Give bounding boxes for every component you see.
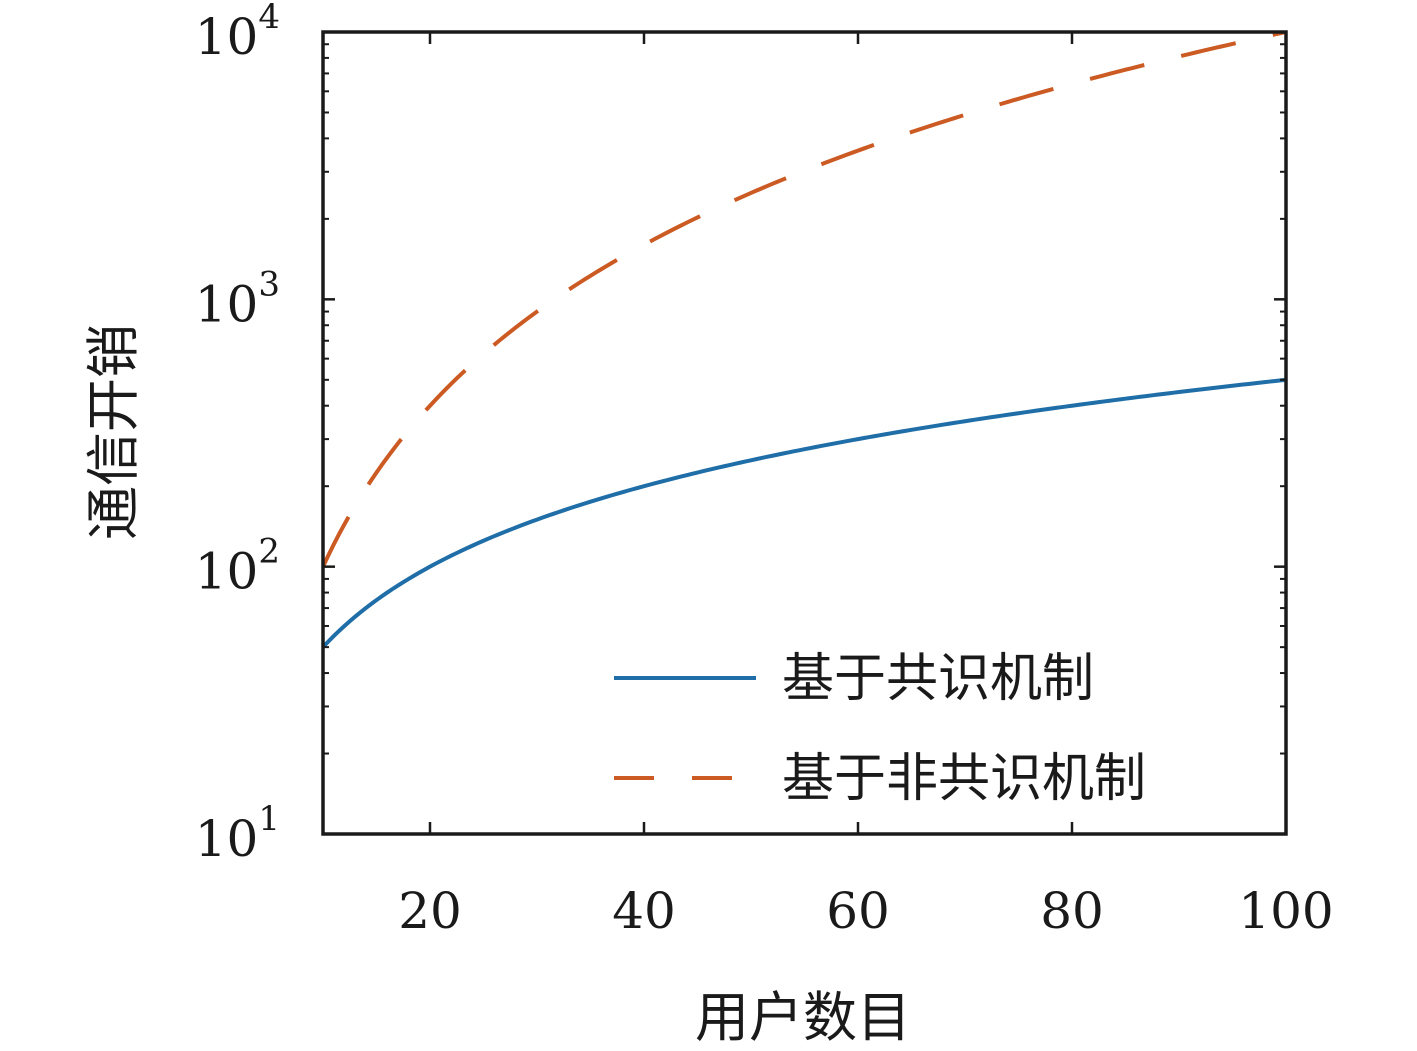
series-line-2 [323, 32, 1286, 568]
legend-label-1: 基于共识机制 [782, 649, 1094, 709]
x-tick-label: 60 [826, 882, 890, 940]
x-tick-label: 40 [612, 882, 676, 940]
x-tick-label: 80 [1040, 882, 1104, 940]
legend-label-2: 基于非共识机制 [782, 749, 1146, 809]
plot-frame [321, 30, 1288, 836]
series-line-1 [323, 377, 1286, 649]
series-layer [323, 32, 1286, 649]
x-tick-label: 100 [1238, 882, 1333, 940]
y-tick-label: 102 [195, 532, 280, 601]
y-tick-label: 103 [195, 264, 280, 333]
y-axis-title: 通信开销 [82, 324, 145, 540]
x-axis-title: 用户数目 [695, 986, 911, 1049]
tick-label-layer: 20 40 60 80 100 101 102 103 104 [195, 0, 1334, 940]
y-tick-label: 101 [195, 799, 280, 868]
axes-layer [321, 30, 1288, 836]
y-tick-label: 104 [195, 0, 280, 66]
x-tick-label: 20 [398, 882, 462, 940]
